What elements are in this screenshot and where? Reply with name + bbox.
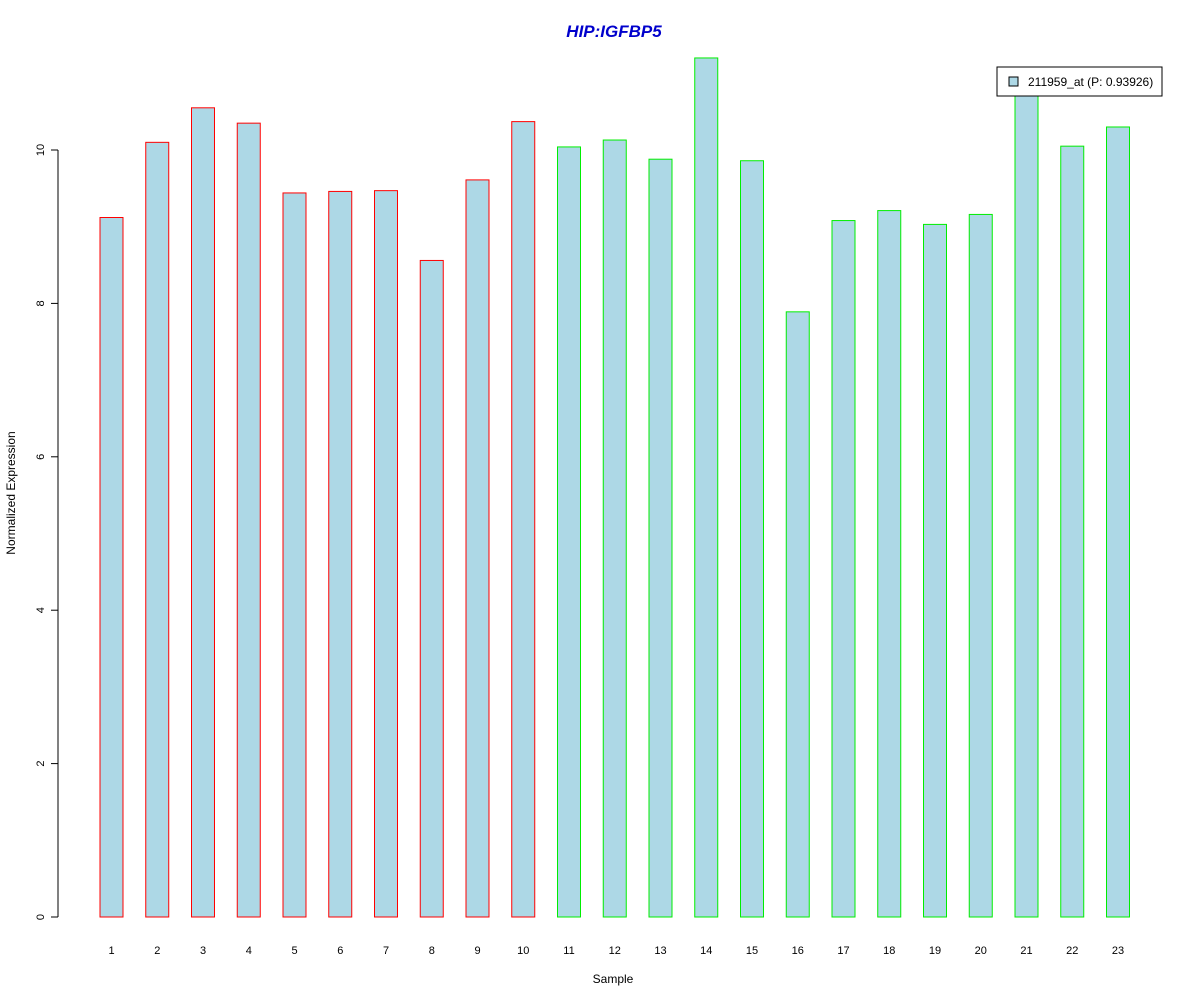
y-axis-label: Normalized Expression <box>4 431 18 554</box>
bar-sample-1 <box>99 217 124 918</box>
x-tick-label: 14 <box>700 945 712 957</box>
x-tick-label: 20 <box>975 945 987 957</box>
bar-sample-16 <box>785 311 810 918</box>
x-tick-label: 21 <box>1020 945 1032 957</box>
y-tick-label: 6 <box>35 454 47 460</box>
chart-title: HIP:IGFBP5 <box>566 22 662 41</box>
bar-sample-8 <box>419 259 444 918</box>
x-tick-label: 3 <box>200 945 206 957</box>
bar-sample-15 <box>740 160 764 918</box>
x-tick-label: 10 <box>517 945 529 957</box>
bar-sample-19 <box>923 223 947 918</box>
x-tick-label: 9 <box>474 945 480 957</box>
x-tick-label: 8 <box>429 945 435 957</box>
x-tick-label: 12 <box>609 945 621 957</box>
bar-sample-21 <box>1014 89 1039 918</box>
x-tick-label: 15 <box>746 945 758 957</box>
x-tick-label: 5 <box>291 945 297 957</box>
bar-sample-6 <box>328 190 353 918</box>
x-tick-label: 23 <box>1112 945 1124 957</box>
legend-swatch <box>1008 76 1019 87</box>
bar-sample-9 <box>465 179 490 918</box>
bar-sample-5 <box>282 192 307 918</box>
bar-sample-17 <box>831 220 856 918</box>
x-tick-label: 4 <box>246 945 252 957</box>
y-tick-label: 2 <box>35 761 47 767</box>
bar-sample-2 <box>145 141 170 918</box>
x-tick-label: 19 <box>929 945 941 957</box>
x-tick-label: 11 <box>563 945 574 957</box>
bar-sample-11 <box>557 146 581 918</box>
y-tick-label: 0 <box>35 914 47 920</box>
x-tick-label: 22 <box>1066 945 1078 957</box>
bar-sample-7 <box>374 190 398 918</box>
x-tick-label: 6 <box>337 945 343 957</box>
bar-sample-4 <box>236 122 261 918</box>
bars-group <box>99 57 1130 918</box>
x-tick-label: 2 <box>154 945 160 957</box>
y-tick-label: 4 <box>35 607 47 613</box>
bar-sample-13 <box>648 158 673 918</box>
y-tick-label: 10 <box>35 144 47 156</box>
x-axis-label: Sample <box>593 972 634 986</box>
bar-sample-18 <box>877 210 902 918</box>
y-tick-label: 8 <box>35 300 47 306</box>
bar-sample-12 <box>602 139 627 918</box>
x-tick-label: 16 <box>792 945 804 957</box>
x-tick-label: 1 <box>108 945 114 957</box>
legend-box <box>996 66 1163 97</box>
x-tick-label: 17 <box>837 945 849 957</box>
y-axis: 0 2 4 6 8 10 <box>35 144 59 920</box>
x-tick-labels: 1 2 3 4 5 6 7 8 9 10 11 12 13 14 15 16 17 18 19 20 21 22 23 <box>108 945 1124 957</box>
bar-sample-22 <box>1060 145 1085 918</box>
bar-sample-23 <box>1106 126 1130 918</box>
bar-sample-10 <box>511 121 536 918</box>
bar-sample-14 <box>694 57 719 918</box>
x-tick-label: 7 <box>383 945 389 957</box>
x-tick-label: 18 <box>883 945 895 957</box>
bar-sample-3 <box>191 107 215 918</box>
x-tick-label: 13 <box>654 945 666 957</box>
legend: 211959_at (P: 0.93926) <box>996 66 1163 97</box>
legend-label: 211959_at (P: 0.93926) <box>1028 75 1153 89</box>
bar-sample-20 <box>968 213 993 918</box>
